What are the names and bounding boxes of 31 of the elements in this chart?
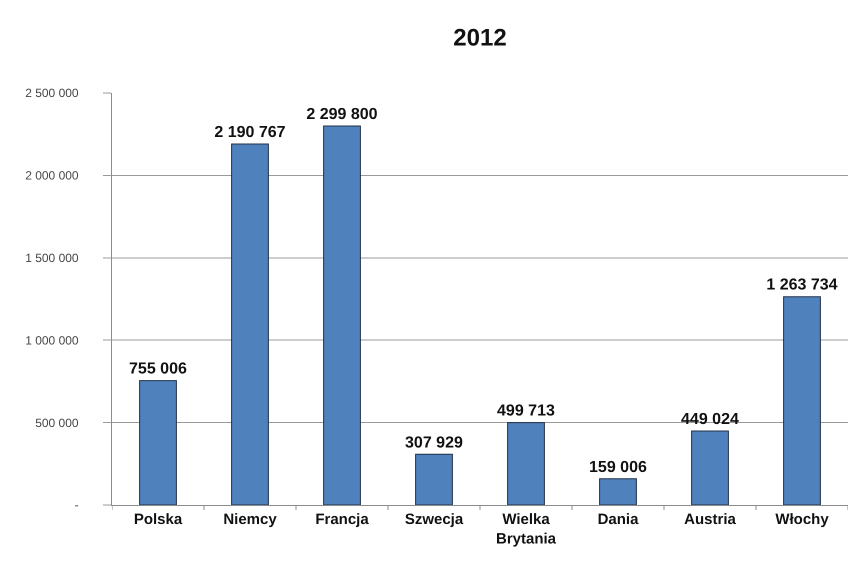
bar xyxy=(507,422,545,505)
data-label: 159 006 xyxy=(589,458,647,476)
chart-title: 2012 xyxy=(453,24,507,52)
data-label: 755 006 xyxy=(129,360,187,378)
x-tick-label: Niemcy xyxy=(223,511,278,528)
x-tick-label: Francja xyxy=(315,511,370,528)
data-label: 307 929 xyxy=(405,434,463,452)
bar xyxy=(323,125,361,505)
y-tick-label: 2 000 000 xyxy=(25,168,79,183)
x-tick-label: Wielka Brytania xyxy=(496,511,557,548)
y-tick-label: 2 500 000 xyxy=(25,86,79,100)
bar xyxy=(415,454,453,505)
bar xyxy=(139,380,177,505)
y-tick-label: 1 000 000 xyxy=(25,333,79,348)
x-tick-label: Dania xyxy=(598,511,640,528)
bar xyxy=(691,430,729,505)
x-tick-label: Austria xyxy=(684,511,736,528)
data-label: 449 024 xyxy=(681,411,739,428)
x-tick-label: Szwecja xyxy=(404,511,464,528)
bar xyxy=(783,296,821,505)
data-label: 2 299 800 xyxy=(306,106,378,123)
y-tick-label: 500 000 xyxy=(35,416,79,430)
data-label: 1 263 734 xyxy=(766,276,838,294)
x-tick-label: Polska xyxy=(134,511,183,528)
x-tick-label: Włochy xyxy=(775,511,830,528)
bar xyxy=(231,143,269,505)
y-tick-label: - xyxy=(74,498,79,512)
y-tick-label: 1 500 000 xyxy=(25,251,79,265)
bar xyxy=(599,478,637,505)
data-label: 499 713 xyxy=(497,402,555,420)
data-label: 2 190 767 xyxy=(214,124,286,141)
